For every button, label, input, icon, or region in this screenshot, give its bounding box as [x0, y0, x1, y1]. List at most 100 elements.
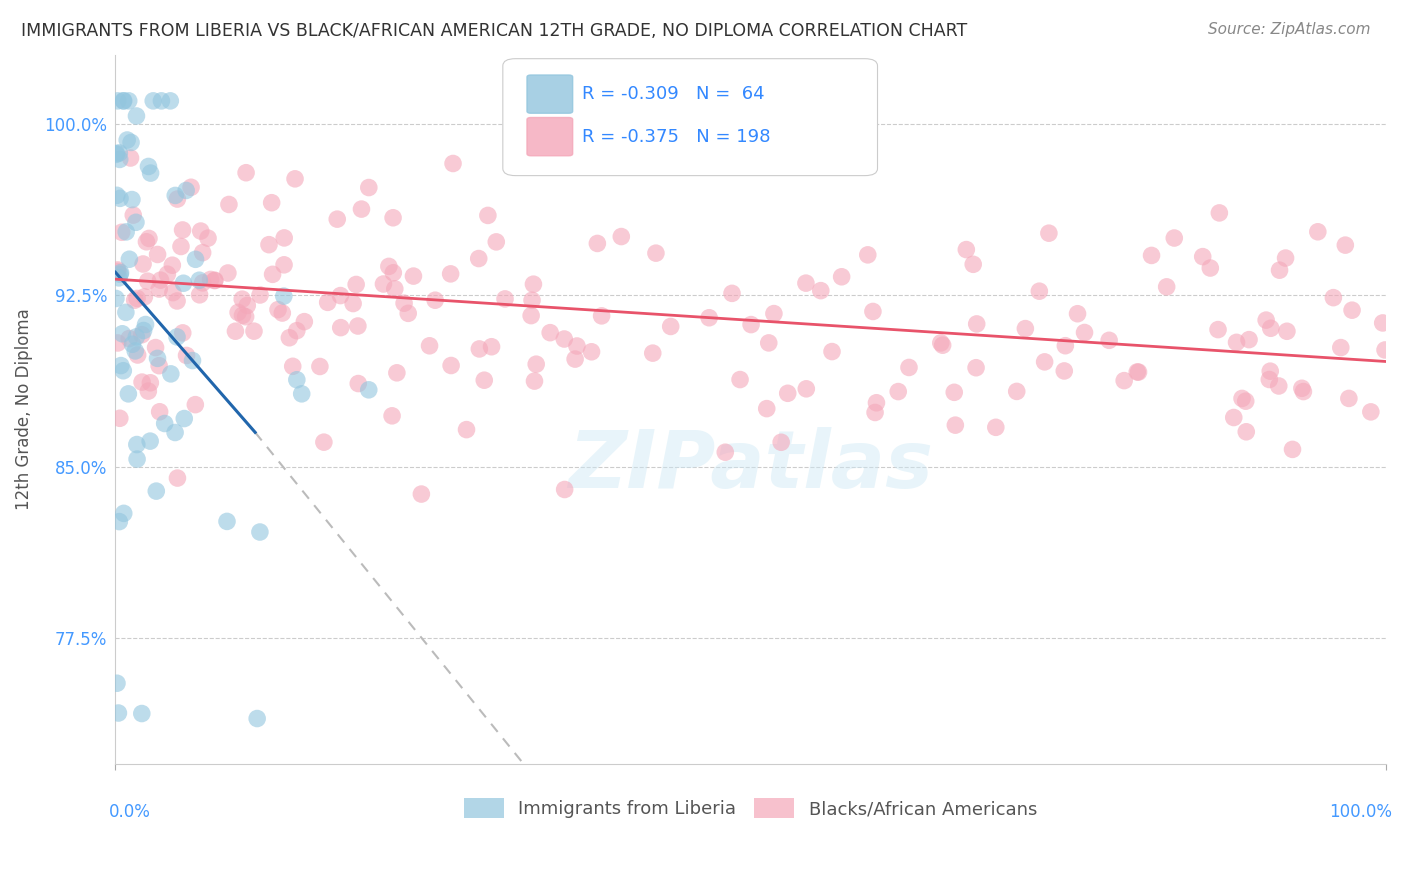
Point [138, 384, 160, 398]
Point [148, 359, 170, 373]
Point [520, 293, 543, 308]
Point [105, 188, 128, 202]
Point [217, 266, 239, 280]
Point [273, 289, 295, 303]
Text: R = -0.375   N = 198: R = -0.375 N = 198 [582, 128, 770, 145]
Point [402, 269, 425, 284]
Point [1341, 303, 1364, 318]
Point [156, 267, 179, 281]
Point [108, 145, 131, 160]
Point [132, 257, 155, 271]
Point [107, 706, 129, 720]
Point [236, 298, 259, 312]
Point [105, 146, 128, 161]
Point [131, 375, 153, 389]
Point [111, 326, 134, 341]
Point [132, 324, 155, 338]
Point [794, 382, 817, 396]
Point [231, 292, 253, 306]
Point [136, 274, 159, 288]
Point [1028, 284, 1050, 298]
Point [728, 373, 751, 387]
Point [159, 94, 181, 108]
Point [1222, 410, 1244, 425]
Point [344, 277, 367, 292]
FancyBboxPatch shape [527, 118, 572, 156]
Point [1281, 442, 1303, 457]
Point [115, 305, 138, 319]
Legend: Immigrants from Liberia, Blacks/African Americans: Immigrants from Liberia, Blacks/African … [457, 790, 1045, 826]
Point [191, 245, 214, 260]
Point [112, 94, 135, 108]
Point [955, 243, 977, 257]
Point [659, 319, 682, 334]
Point [174, 184, 197, 198]
Point [581, 344, 603, 359]
Point [131, 327, 153, 342]
Point [586, 236, 609, 251]
Point [112, 507, 135, 521]
Point [411, 487, 433, 501]
Point [226, 305, 249, 319]
Point [134, 290, 156, 304]
FancyBboxPatch shape [527, 75, 572, 113]
Point [166, 293, 188, 308]
Point [188, 288, 211, 302]
Point [1258, 372, 1281, 386]
Point [382, 266, 405, 280]
Point [121, 193, 143, 207]
Point [115, 225, 138, 239]
Point [856, 248, 879, 262]
Point [523, 374, 546, 388]
Point [284, 171, 307, 186]
Point [965, 360, 987, 375]
Point [762, 307, 785, 321]
Point [149, 273, 172, 287]
Point [145, 484, 167, 499]
Point [110, 359, 132, 373]
Point [107, 263, 129, 277]
Text: IMMIGRANTS FROM LIBERIA VS BLACK/AFRICAN AMERICAN 12TH GRADE, NO DIPLOMA CORRELA: IMMIGRANTS FROM LIBERIA VS BLACK/AFRICAN… [21, 22, 967, 40]
Point [1140, 248, 1163, 262]
Point [125, 437, 148, 451]
Point [224, 324, 246, 338]
Point [1126, 365, 1149, 379]
Point [188, 273, 211, 287]
Point [1033, 355, 1056, 369]
Point [929, 335, 952, 350]
Point [1234, 425, 1257, 439]
Point [1268, 379, 1291, 393]
Point [441, 156, 464, 170]
Point [149, 405, 172, 419]
Point [231, 308, 253, 322]
Point [931, 338, 953, 352]
Point [131, 706, 153, 721]
Point [1360, 405, 1382, 419]
Point [1054, 339, 1077, 353]
Point [1268, 263, 1291, 277]
Point [520, 309, 543, 323]
Text: ZIPatlas: ZIPatlas [568, 427, 934, 505]
Point [329, 288, 352, 302]
Point [267, 302, 290, 317]
Point [257, 237, 280, 252]
Point [124, 343, 146, 358]
Point [107, 264, 129, 278]
Point [166, 330, 188, 344]
Point [984, 420, 1007, 434]
Point [524, 357, 547, 371]
Point [271, 306, 294, 320]
Point [1258, 364, 1281, 378]
Point [107, 335, 129, 350]
Point [105, 147, 128, 161]
Point [204, 273, 226, 287]
Point [108, 191, 131, 205]
Point [1053, 364, 1076, 378]
Point [107, 94, 129, 108]
Point [357, 383, 380, 397]
Point [485, 235, 508, 249]
Point [291, 387, 314, 401]
Point [281, 359, 304, 374]
Point [165, 425, 187, 440]
Point [755, 401, 778, 416]
